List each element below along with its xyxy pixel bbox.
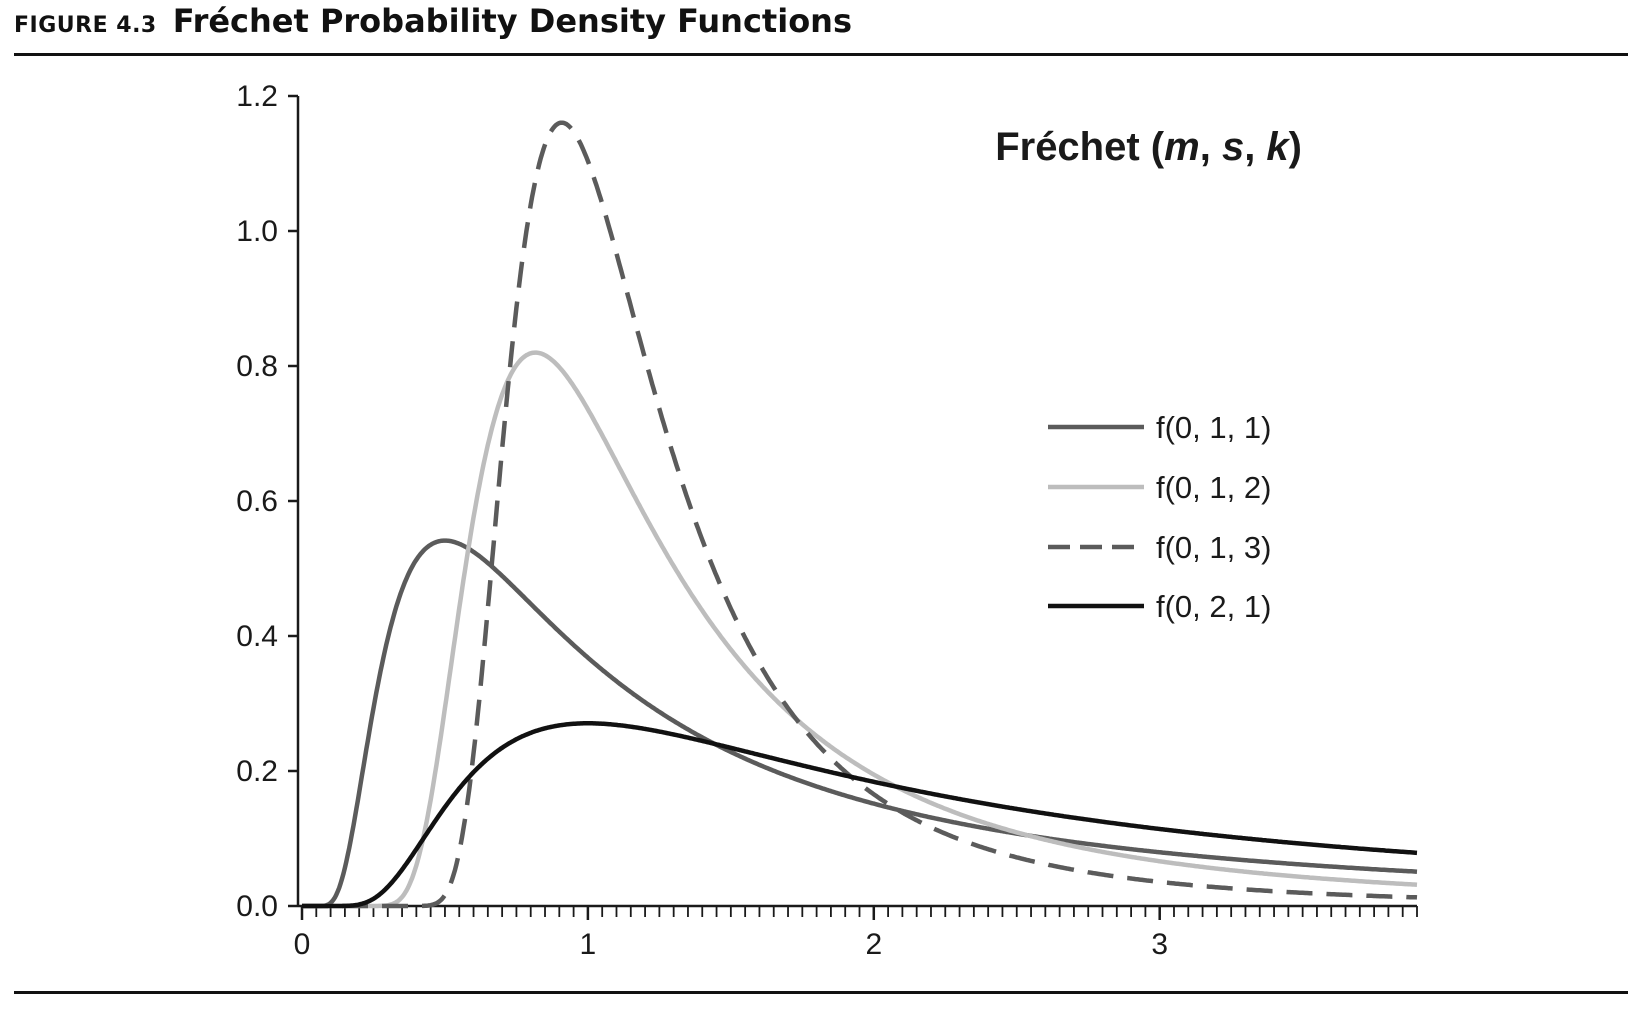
chart-title-part: Fréchet ( <box>995 125 1165 169</box>
legend-label: f(0, 1, 1) <box>1156 410 1271 445</box>
top-rule <box>14 53 1628 56</box>
y-tick-label: 0.8 <box>236 350 278 383</box>
y-tick-label: 0.2 <box>236 755 278 788</box>
chart-axes: 0.0 0.2 0.4 0.6 0.8 1.0 1.2 0 1 2 3 <box>236 80 1418 961</box>
series-line-4 <box>301 721 1418 909</box>
y-tick-label: 1.0 <box>236 215 278 248</box>
y-tick-label: 0.4 <box>236 620 278 653</box>
chart-title-part: m <box>1164 125 1200 169</box>
y-tick-label: 1.2 <box>236 80 278 113</box>
chart-title-part: , <box>1244 125 1266 169</box>
figure-title: Fréchet Probability Density Functions <box>172 2 852 40</box>
figure-label: FIGURE 4.3 <box>14 13 157 38</box>
legend-label: f(0, 1, 2) <box>1156 470 1271 505</box>
chart-legend: f(0, 1, 1) f(0, 1, 2) f(0, 1, 3) f(0, 2, 1) <box>1048 410 1271 624</box>
bottom-rule <box>14 991 1628 994</box>
series-line-1 <box>301 538 1418 909</box>
x-tick-label: 2 <box>865 928 882 961</box>
y-tick-label: 0.6 <box>236 485 278 518</box>
series-line-3 <box>301 120 1418 909</box>
chart-title: Fréchet (m, s, k) <box>995 125 1302 169</box>
x-tick-label: 3 <box>1151 928 1168 961</box>
chart-title-part: , <box>1200 125 1222 169</box>
x-tick-label: 1 <box>580 928 597 961</box>
chart-title-part: s <box>1222 125 1244 169</box>
series-line-2 <box>301 350 1418 909</box>
x-tick-label: 0 <box>294 928 311 961</box>
legend-label: f(0, 2, 1) <box>1156 589 1271 624</box>
y-tick-label: 0.0 <box>236 890 278 923</box>
figure-header: FIGURE 4.3 Fréchet Probability Density F… <box>14 2 852 48</box>
chart-title-part: k <box>1266 125 1290 169</box>
chart-title-part: ) <box>1289 125 1302 169</box>
chart-series <box>301 120 1418 909</box>
legend-label: f(0, 1, 3) <box>1156 530 1271 565</box>
